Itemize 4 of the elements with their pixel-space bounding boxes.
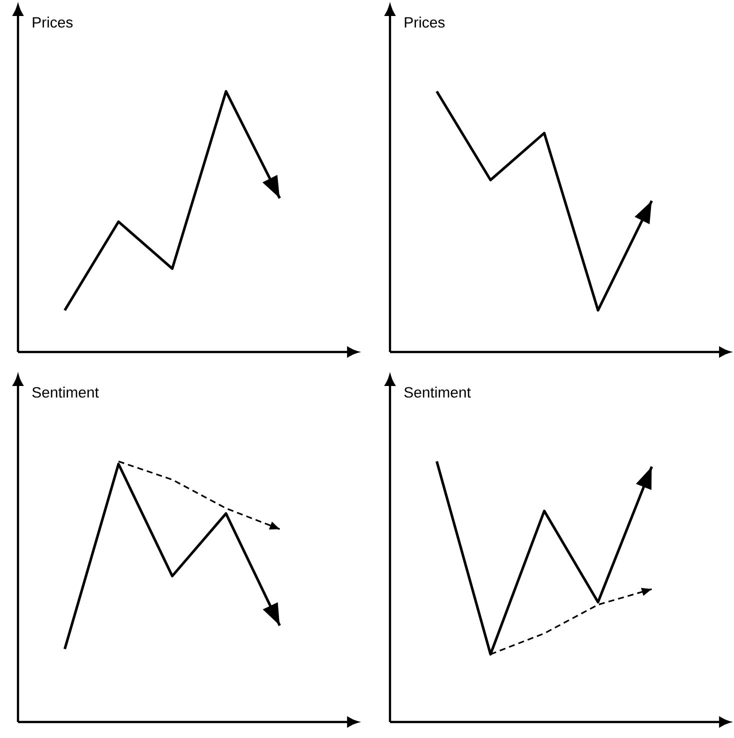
y-axis-title: Sentiment [32, 386, 99, 398]
y-axis-title: Prices [404, 16, 445, 28]
y-axis-title: Sentiment [404, 386, 471, 398]
y-axis-title: Prices [32, 16, 73, 28]
